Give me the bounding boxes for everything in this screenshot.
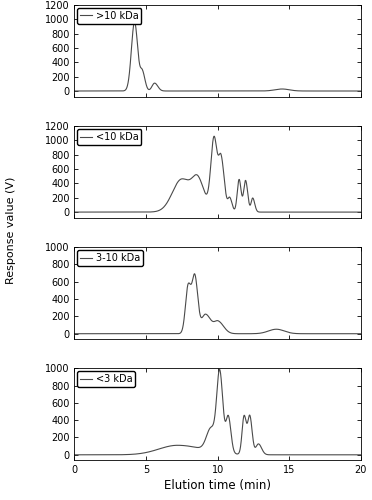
Legend: 3-10 kDa: 3-10 kDa xyxy=(77,250,143,266)
Legend: <3 kDa: <3 kDa xyxy=(77,371,135,387)
Legend: <10 kDa: <10 kDa xyxy=(77,129,141,145)
Text: Response value (V): Response value (V) xyxy=(6,176,16,284)
Legend: >10 kDa: >10 kDa xyxy=(77,8,141,24)
X-axis label: Elution time (min): Elution time (min) xyxy=(164,479,271,492)
